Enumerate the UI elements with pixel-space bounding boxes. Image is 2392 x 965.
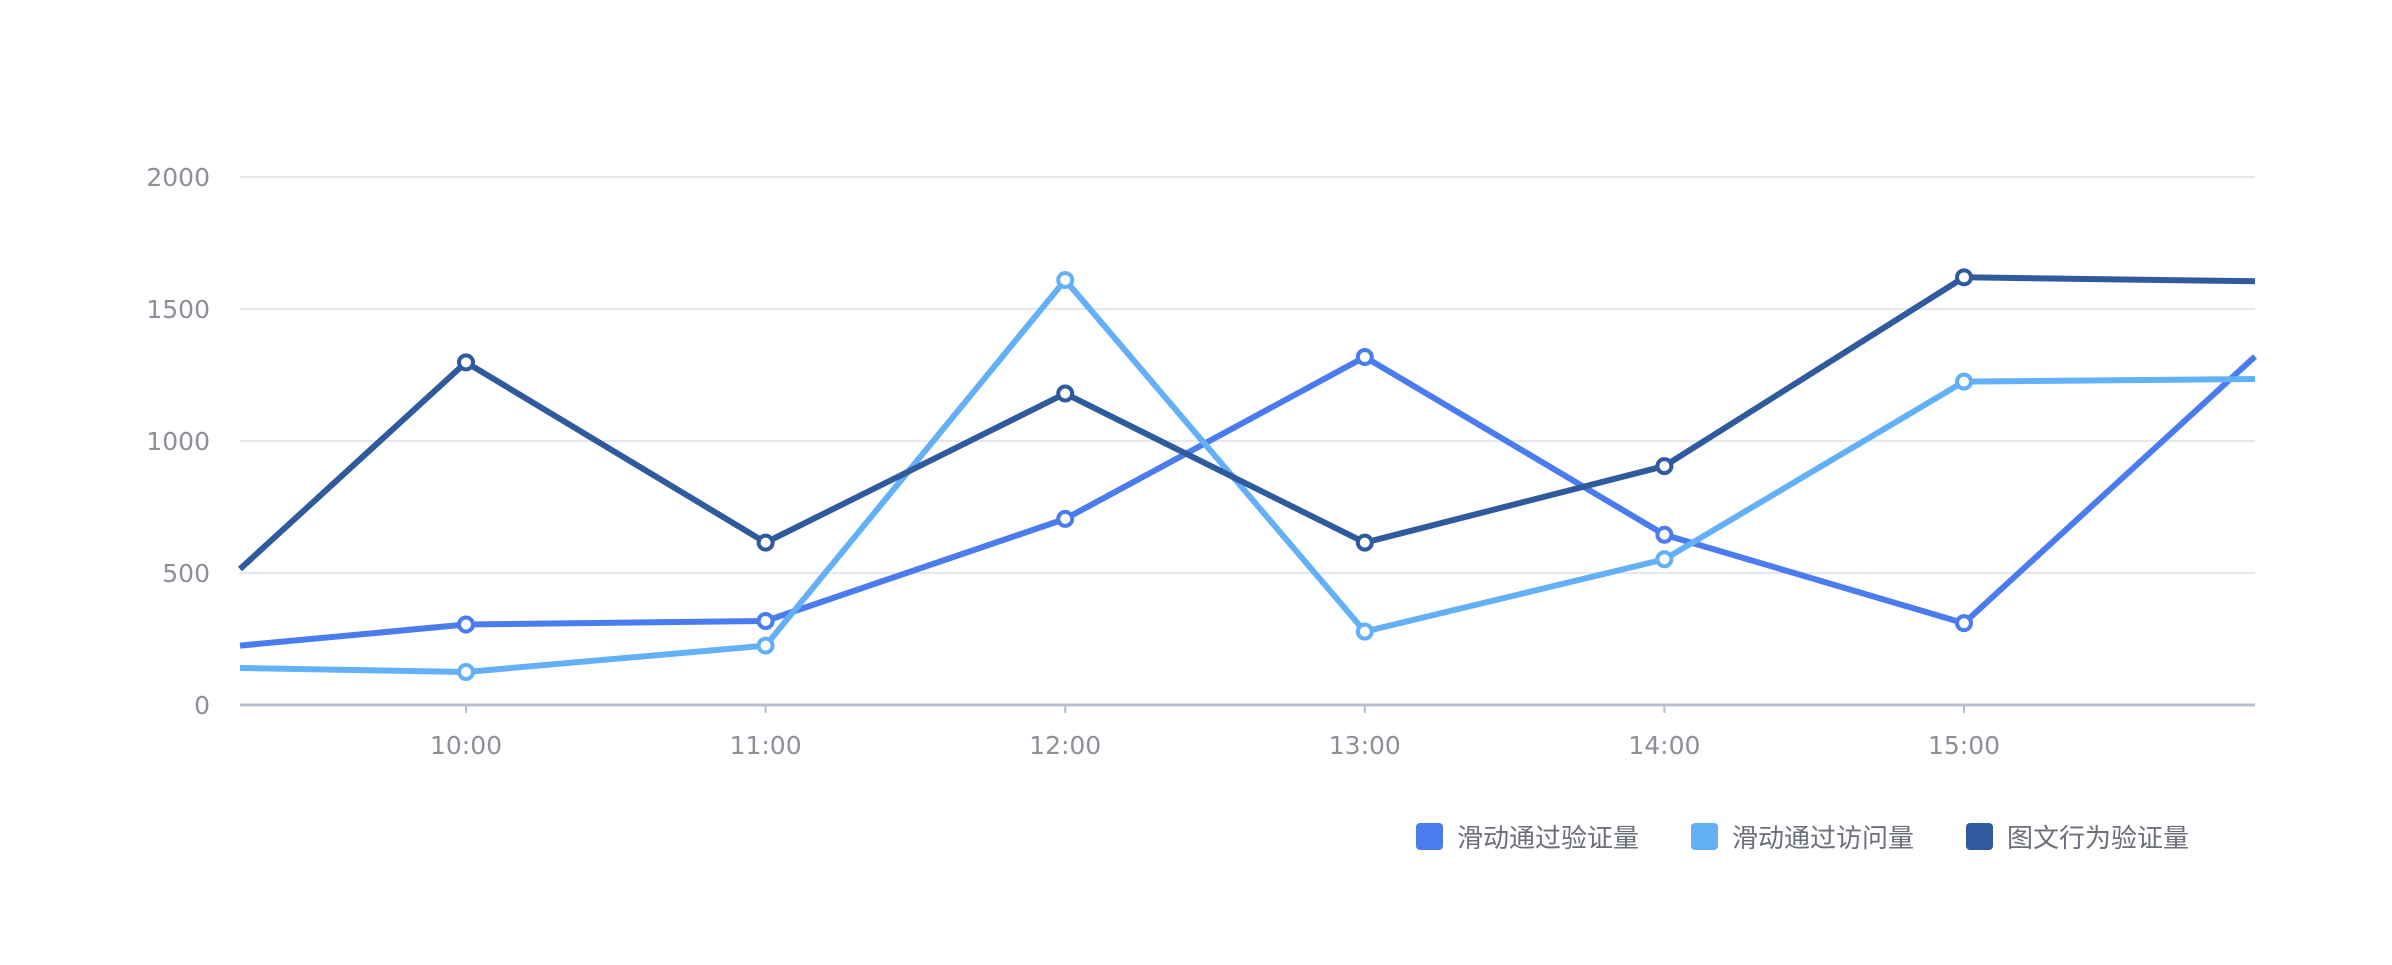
legend-label-series-2: 滑动通过访问量 (1732, 824, 1915, 854)
x-tick-label: 11:00 (730, 731, 802, 760)
series-3-point[interactable] (756, 533, 775, 552)
legend-swatch-series-2 (1691, 823, 1719, 850)
legend: 滑动通过验证量 滑动通过访问量 图文行为验证量 (1416, 818, 2189, 855)
legend-swatch-series-3 (1966, 823, 1994, 850)
series-3-point[interactable] (1056, 384, 1075, 403)
series-1-point[interactable] (457, 615, 475, 634)
series-1-point[interactable] (1355, 348, 1374, 367)
series-line-1 (239, 354, 2258, 649)
series-3-point[interactable] (457, 353, 475, 372)
legend-label-series-1: 滑动通过验证量 (1457, 824, 1640, 854)
series-2-point[interactable] (1355, 622, 1374, 641)
y-tick-label: 1000 (146, 427, 210, 456)
legend-item-series-3[interactable]: 图文行为验证量 (1966, 818, 2189, 855)
series-lines (237, 274, 2258, 675)
series-2-point[interactable] (1655, 550, 1674, 569)
series-line-2 (239, 277, 2256, 675)
legend-item-series-1[interactable]: 滑动通过验证量 (1416, 818, 1639, 855)
x-tick-label: 13:00 (1329, 731, 1401, 760)
x-tick-label: 10:00 (430, 731, 502, 760)
series-3-point[interactable] (1955, 268, 1973, 287)
y-tick-label: 2000 (146, 163, 210, 192)
series-1-point[interactable] (1056, 509, 1075, 528)
legend-label-series-3: 图文行为验证量 (2007, 824, 2190, 854)
series-points (457, 268, 1973, 681)
y-tick-label: 500 (162, 559, 210, 588)
y-tick-label: 0 (194, 691, 210, 720)
series-line-3 (237, 274, 2256, 572)
x-tick-label: 15:00 (1928, 731, 2000, 760)
series-2-point[interactable] (457, 663, 475, 681)
series-2-point[interactable] (1056, 270, 1075, 289)
series-3-point[interactable] (1655, 457, 1674, 476)
series-1-point[interactable] (1955, 614, 1973, 633)
x-tick-label: 14:00 (1628, 731, 1700, 760)
series-3-point[interactable] (1355, 533, 1374, 552)
legend-swatch-series-1 (1416, 823, 1443, 850)
grid-lines (240, 176, 2255, 574)
series-1-point[interactable] (1655, 525, 1674, 544)
y-axis-tick-labels: 0 500 1000 1500 2000 (146, 163, 210, 720)
series-1-point[interactable] (756, 612, 775, 631)
series-2-point[interactable] (756, 636, 775, 655)
x-axis-tick-labels: 10:00 11:00 12:00 13:00 14:00 15:00 (430, 731, 2000, 760)
x-axis (240, 703, 2255, 713)
series-2-point[interactable] (1955, 372, 1973, 391)
x-tick-label: 12:00 (1029, 731, 1101, 760)
legend-item-series-2[interactable]: 滑动通过访问量 (1691, 818, 1914, 855)
y-tick-label: 1500 (146, 295, 210, 324)
